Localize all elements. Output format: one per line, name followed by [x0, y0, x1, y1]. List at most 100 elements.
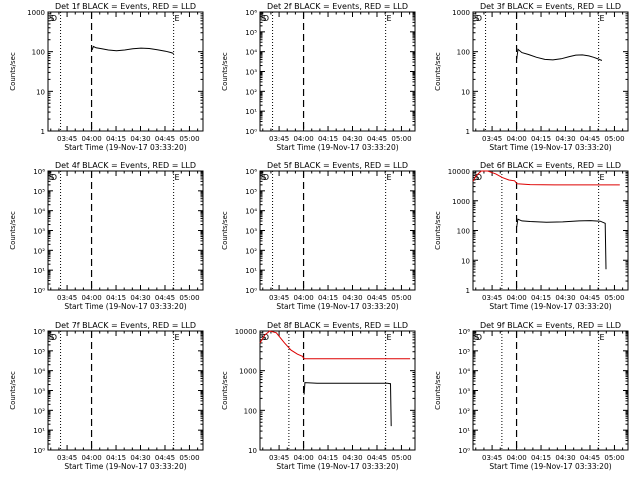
marker-s: S: [261, 14, 266, 23]
marker-d: D: [263, 333, 269, 342]
y-tick-label: 10: [461, 88, 470, 96]
x-tick-label: 03:45: [269, 135, 289, 143]
panel-det-5: Det 5f BLACK = Events, RED = LLD 10⁰ 10¹ 10…: [221, 161, 416, 311]
marker-d: D: [51, 173, 57, 182]
y-tick-label: 10¹: [245, 108, 257, 116]
x-tick-label: 04:00: [81, 454, 101, 462]
x-tick-label: 04:00: [506, 454, 526, 462]
lld-series-line: [259, 330, 411, 360]
panel-det-1: Det 1f BLACK = Events, RED = LLD 1 10 100 10…: [9, 2, 204, 152]
y-tick-label: 10²: [458, 407, 470, 415]
y-tick-label: 10⁵: [245, 188, 257, 196]
x-tick-label: 05:00: [391, 135, 411, 143]
y-tick-label: 10¹: [33, 267, 45, 275]
x-axis-label: Start Time (19-Nov-17 03:33:20): [64, 462, 186, 471]
x-tick-label: 04:00: [293, 454, 313, 462]
events-series-line: [516, 218, 607, 270]
y-tick-label: 10: [248, 447, 257, 455]
x-tick-label: 05:00: [391, 294, 411, 302]
y-axis-label: Counts/sec: [9, 211, 17, 250]
panel-title: Det 6f BLACK = Events, RED = LLD: [480, 161, 621, 170]
x-tick-label: 05:00: [179, 135, 199, 143]
x-tick-label: 04:15: [318, 454, 338, 462]
events-series-line: [91, 45, 174, 54]
y-tick-label: 10⁵: [33, 348, 45, 356]
x-tick-label: 04:15: [531, 135, 551, 143]
x-tick-label: 05:00: [391, 454, 411, 462]
marker-s: S: [49, 14, 54, 23]
y-tick-label: 100: [457, 49, 470, 57]
x-tick-label: 04:15: [106, 294, 126, 302]
marker-s: S: [49, 333, 54, 342]
x-tick-label: 04:00: [81, 294, 101, 302]
y-axis-label: Counts/sec: [9, 371, 17, 410]
y-tick-label: 10⁵: [245, 29, 257, 37]
x-tick-label: 04:15: [531, 294, 551, 302]
marker-e: E: [386, 333, 391, 342]
x-tick-label: 03:45: [57, 135, 77, 143]
marker-d: D: [476, 333, 482, 342]
y-tick-label: 10⁴: [245, 49, 257, 57]
y-tick-label: 10²: [33, 407, 45, 415]
marker-e: E: [386, 173, 391, 182]
panel-det-7: Det 7f BLACK = Events, RED = LLD 10⁰ 10¹ 10…: [9, 321, 204, 471]
plot-frame: [47, 330, 204, 451]
events-series-line: [303, 382, 392, 427]
x-tick-label: 04:45: [367, 454, 387, 462]
plot-frame: [259, 330, 416, 451]
y-tick-label: 100: [244, 407, 257, 415]
y-axis-label: Counts/sec: [9, 52, 17, 91]
x-tick-label: 04:15: [318, 294, 338, 302]
y-tick-label: 10²: [245, 247, 257, 255]
x-tick-label: 04:45: [155, 294, 175, 302]
y-tick-label: 1000: [452, 198, 470, 206]
x-tick-label: 03:45: [57, 294, 77, 302]
y-tick-label: 10⁶: [33, 168, 45, 176]
y-tick-label: 10⁶: [245, 168, 257, 176]
y-tick-label: 10¹: [245, 267, 257, 275]
panel-title: Det 1f BLACK = Events, RED = LLD: [55, 2, 196, 11]
y-tick-label: 10⁴: [245, 208, 257, 216]
x-tick-label: 05:00: [604, 135, 624, 143]
marker-e: E: [599, 333, 604, 342]
marker-s: S: [261, 173, 266, 182]
y-tick-label: 10¹: [458, 427, 470, 435]
y-tick-label: 10⁴: [458, 368, 470, 376]
marker-d: D: [263, 173, 269, 182]
marker-e: E: [174, 14, 179, 23]
panel-title: Det 2f BLACK = Events, RED = LLD: [267, 2, 408, 11]
marker-e: E: [174, 173, 179, 182]
y-tick-label: 100: [32, 49, 45, 57]
plot-frame: [47, 11, 204, 132]
y-tick-label: 10⁵: [458, 348, 470, 356]
x-tick-label: 04:30: [555, 454, 575, 462]
panel-title: Det 9f BLACK = Events, RED = LLD: [480, 321, 621, 330]
x-tick-label: 05:00: [179, 454, 199, 462]
y-tick-label: 10⁰: [245, 287, 257, 295]
marker-e: E: [599, 173, 604, 182]
panel-det-3: Det 3f BLACK = Events, RED = LLD 1 10 100 10…: [434, 2, 629, 152]
x-tick-label: 04:30: [342, 135, 362, 143]
x-axis-label: Start Time (19-Nov-17 03:33:20): [276, 302, 398, 311]
marker-d: D: [476, 173, 482, 182]
y-tick-label: 10²: [33, 247, 45, 255]
y-tick-label: 10000: [448, 168, 470, 176]
panel-det-6: Det 6f BLACK = Events, RED = LLD 1 10 100 10…: [434, 161, 629, 311]
y-tick-label: 10³: [458, 388, 470, 396]
y-tick-label: 10⁴: [33, 368, 45, 376]
x-axis-label: Start Time (19-Nov-17 03:33:20): [64, 143, 186, 152]
x-tick-label: 04:15: [318, 135, 338, 143]
x-tick-label: 03:45: [269, 294, 289, 302]
x-tick-label: 04:45: [367, 294, 387, 302]
x-tick-label: 03:45: [482, 294, 502, 302]
y-tick-label: 10⁰: [33, 287, 45, 295]
plot-frame: [472, 330, 629, 451]
plot-frame: [472, 11, 629, 132]
marker-d: D: [51, 14, 57, 23]
y-tick-label: 10¹: [33, 427, 45, 435]
y-tick-label: 10000: [235, 328, 257, 336]
x-axis-label: Start Time (19-Nov-17 03:33:20): [489, 462, 611, 471]
y-axis-label: Counts/sec: [434, 52, 442, 91]
marker-e: E: [386, 14, 391, 23]
y-axis-label: Counts/sec: [221, 211, 229, 250]
